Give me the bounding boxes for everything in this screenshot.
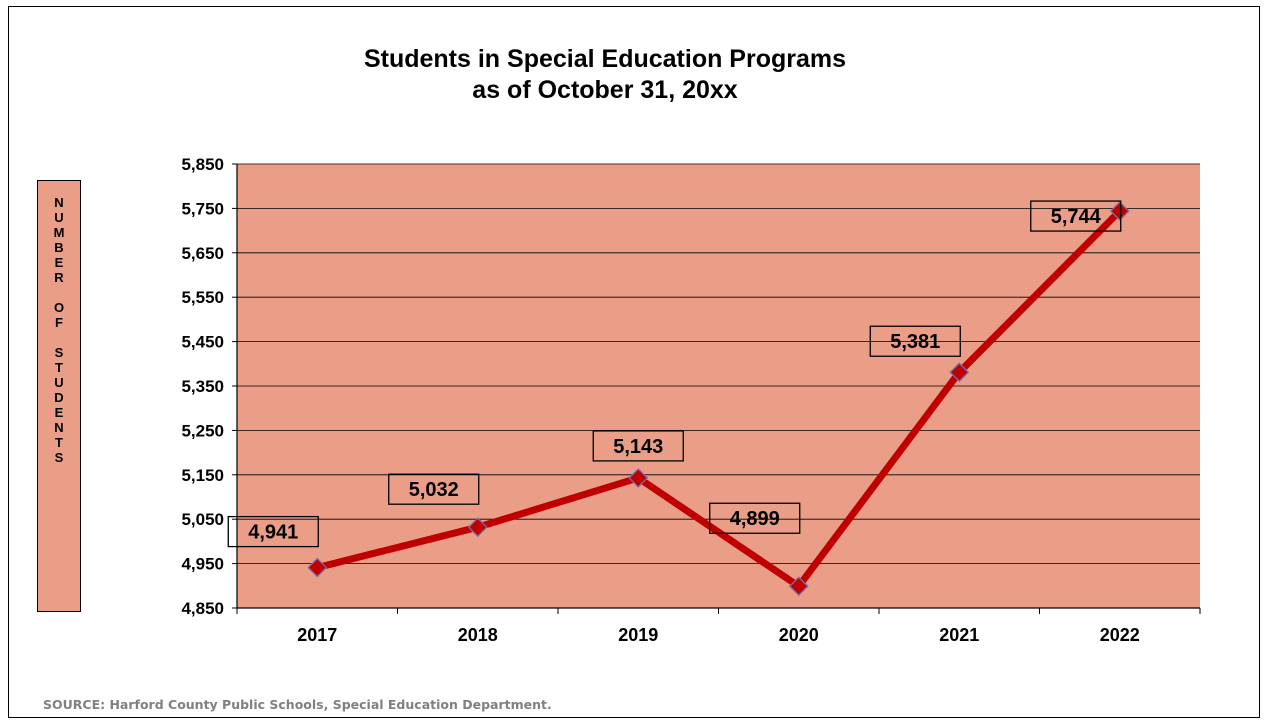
y-axis-label-char: F bbox=[55, 315, 63, 330]
y-axis-label-char: E bbox=[54, 255, 64, 270]
y-tick-label: 5,750 bbox=[181, 199, 224, 218]
y-axis-label-char: O bbox=[53, 300, 65, 315]
chart-title-line-1: Students in Special Education Programs bbox=[363, 45, 847, 73]
y-axis-label-char: S bbox=[54, 450, 64, 465]
y-axis-label-char: N bbox=[54, 195, 64, 210]
y-tick-label: 5,350 bbox=[181, 377, 224, 396]
y-axis-label-char: D bbox=[54, 390, 64, 405]
y-axis-label-char: T bbox=[55, 360, 63, 375]
y-axis-label-char: U bbox=[54, 210, 64, 225]
y-axis-label-char: T bbox=[55, 435, 63, 450]
data-label: 5,032 bbox=[409, 479, 459, 501]
y-tick-label: 4,850 bbox=[181, 599, 224, 618]
y-tick-label: 5,450 bbox=[181, 333, 224, 352]
y-tick-label: 5,850 bbox=[181, 155, 224, 174]
data-point-marker bbox=[949, 362, 970, 383]
x-tick-label: 2018 bbox=[458, 625, 498, 645]
data-point-marker bbox=[628, 467, 649, 488]
x-tick-label: 2017 bbox=[297, 625, 337, 645]
data-label: 4,899 bbox=[730, 508, 780, 530]
series-line bbox=[313, 207, 1124, 590]
data-label-box bbox=[709, 502, 801, 534]
data-label: 5,143 bbox=[613, 436, 663, 458]
data-point-marker bbox=[467, 517, 488, 538]
data-label-box bbox=[227, 515, 319, 548]
data-label: 4,941 bbox=[248, 522, 298, 544]
chart-frame bbox=[8, 6, 1260, 718]
data-label-box bbox=[388, 473, 480, 505]
data-label-box bbox=[592, 430, 684, 462]
x-tick-label: 2020 bbox=[779, 625, 819, 645]
data-label-box bbox=[1030, 200, 1122, 232]
x-tick-label: 2021 bbox=[939, 625, 979, 645]
y-axis-label-char: M bbox=[53, 225, 65, 240]
data-point-marker bbox=[788, 576, 809, 597]
data-label-box bbox=[869, 325, 961, 357]
x-tick-label: 2019 bbox=[618, 625, 658, 645]
y-tick-label: 5,050 bbox=[181, 510, 224, 529]
chart-title-line-2: as of October 31, 20xx bbox=[472, 76, 738, 104]
y-axis-label-char: U bbox=[54, 375, 64, 390]
source-note: SOURCE: Harford County Public Schools, S… bbox=[43, 697, 552, 712]
y-axis-label-char: S bbox=[54, 345, 64, 360]
data-point-marker bbox=[1109, 201, 1130, 221]
y-axis-label-char: R bbox=[54, 270, 64, 285]
y-tick-label: 5,250 bbox=[181, 421, 224, 440]
data-label: 5,381 bbox=[890, 331, 940, 353]
y-tick-label: 5,650 bbox=[181, 244, 224, 263]
chart-title: Students in Special Education Programs a… bbox=[0, 44, 1210, 106]
y-tick-label: 5,550 bbox=[181, 288, 224, 307]
y-axis-label-char: N bbox=[54, 420, 64, 435]
y-tick-label: 5,150 bbox=[181, 466, 224, 485]
y-axis-label-char: B bbox=[54, 240, 64, 255]
x-tick-label: 2022 bbox=[1100, 625, 1140, 645]
data-point-marker bbox=[307, 557, 328, 578]
data-label: 5,744 bbox=[1051, 206, 1102, 228]
y-tick-label: 4,950 bbox=[181, 555, 224, 574]
y-axis-label-char: E bbox=[54, 405, 64, 420]
